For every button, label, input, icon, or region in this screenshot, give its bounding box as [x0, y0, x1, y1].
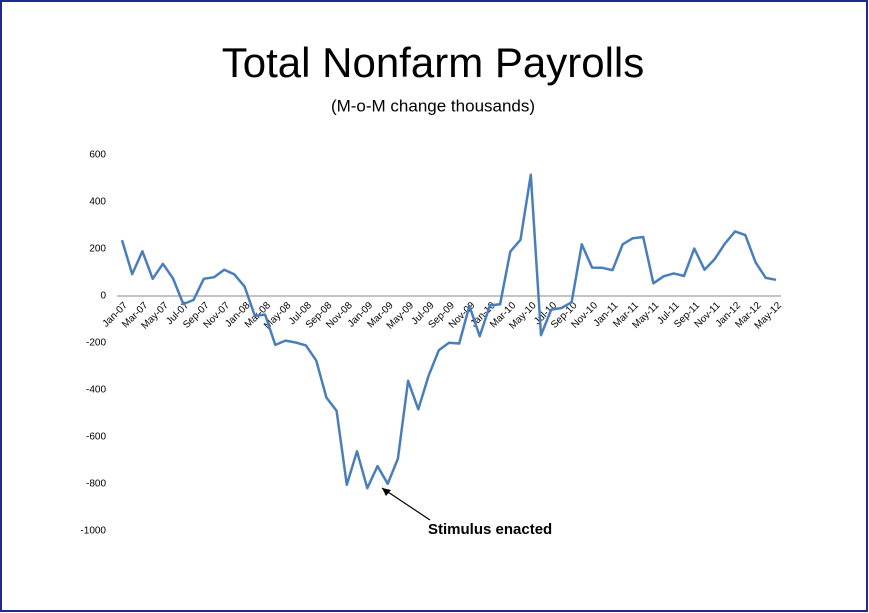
y-tick-label: 600: [89, 150, 106, 161]
y-tick-label: -1000: [80, 526, 106, 537]
chart-title: Total Nonfarm Payrolls: [222, 39, 644, 86]
y-tick-label: -600: [86, 432, 106, 443]
annotation-arrow: [381, 487, 431, 521]
y-tick-label: 200: [89, 244, 106, 255]
chart-subtitle: (M-o-M change thousands): [331, 96, 535, 115]
y-tick-label: 400: [89, 197, 106, 208]
y-tick-label: -200: [86, 338, 106, 349]
y-tick-label: 0: [100, 291, 106, 302]
y-tick-label: -800: [86, 479, 106, 490]
annotation: Stimulus enacted: [428, 521, 552, 538]
annotation-arrowhead: [382, 488, 391, 496]
y-tick-label: -400: [86, 385, 106, 396]
line-series: [120, 173, 777, 490]
